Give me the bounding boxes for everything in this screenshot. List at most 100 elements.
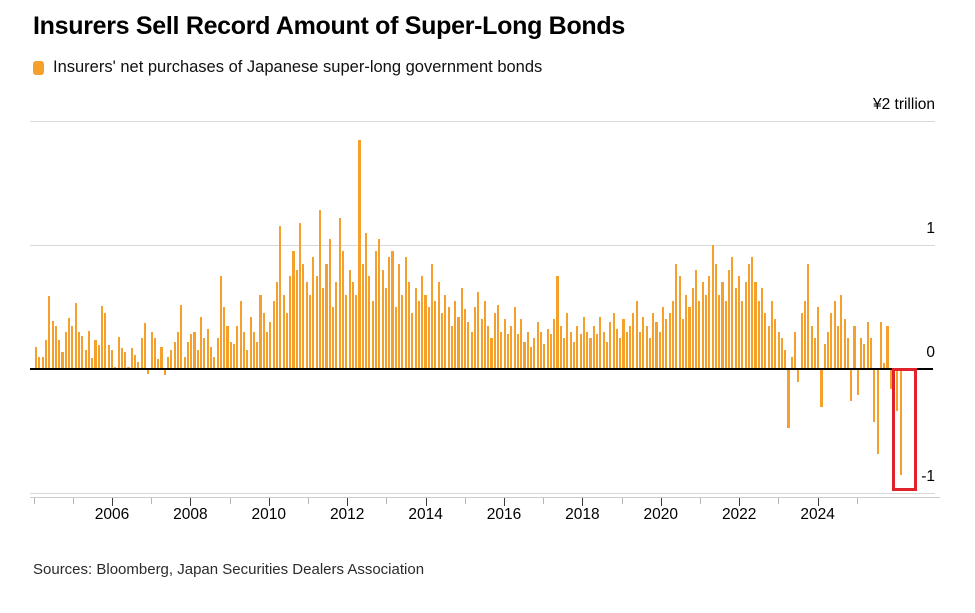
bar [638,331,642,369]
bar [256,341,259,369]
gridline-y1 [30,245,935,246]
gridline-y2 [30,121,935,122]
bar [407,282,411,369]
bar [678,276,681,369]
y-tick-label: -1 [921,468,935,485]
y-tick-label: 0 [926,344,935,361]
bar [41,356,44,369]
bar [365,232,368,369]
bar [869,338,873,369]
bar [170,350,173,369]
zero-line [30,368,933,370]
bar [761,288,764,369]
x-tick [700,498,701,504]
bar [252,331,255,369]
bar [272,300,275,369]
bar [117,336,120,369]
bar [38,356,41,369]
bar [592,325,595,369]
bar [51,320,54,369]
bar [625,331,628,369]
bar [236,325,239,369]
bar [431,263,434,369]
bar [572,341,576,369]
bar [110,350,114,369]
bar [124,351,127,369]
x-tick [504,498,505,506]
bar [295,269,298,369]
bar [312,257,315,369]
bar [800,313,803,369]
x-tick [347,498,349,506]
bar [180,304,183,369]
x-tick [33,498,35,504]
bar [398,263,401,369]
bar [308,294,312,369]
x-tick-label: 2016 [486,506,522,523]
bar [784,350,787,369]
x-tick [739,498,741,506]
bar [655,321,658,369]
bar [101,305,104,369]
x-tick [268,498,270,506]
bar [134,355,137,369]
x-tick [778,498,780,504]
bar [341,251,345,369]
bar [770,300,774,369]
bar [470,331,473,369]
bar [269,321,272,369]
bar [866,321,869,369]
bar [790,356,793,369]
bar [381,269,384,369]
x-tick-label: 2018 [565,506,600,523]
bar [889,370,892,389]
bar [559,325,562,369]
x-tick [621,498,623,504]
bar [853,325,856,369]
bar [358,139,361,369]
bar [289,276,292,369]
bar [338,217,341,369]
bar [437,282,440,369]
bar [332,307,335,369]
bar [200,316,203,369]
bar [371,300,374,369]
bar [127,366,130,369]
bar [622,319,625,369]
x-tick-label: 2012 [329,506,365,523]
bar [737,276,741,369]
bar [579,334,582,369]
record-highlight-box [891,368,917,491]
bar [64,331,67,369]
source-note: Sources: Bloomberg, Japan Securities Dea… [33,561,425,578]
bar [97,345,100,369]
bar [216,338,219,369]
bar [71,325,74,369]
gridline-y-1 [30,493,935,494]
bar [840,294,843,369]
bar [440,313,444,369]
bar [467,321,470,369]
bar [259,294,262,369]
x-axis-line [30,497,940,498]
bar [794,331,797,369]
bar [546,329,549,369]
bar [497,304,500,369]
bar [516,334,519,369]
x-tick [425,498,427,506]
bar [391,251,394,369]
bar [58,340,61,369]
bar [460,288,463,369]
bar [619,338,622,369]
bar [714,263,717,369]
bar [675,263,678,369]
bar [206,329,209,369]
x-tick [112,498,113,506]
bar [724,300,727,369]
bar [803,300,807,369]
bar [348,269,351,369]
bar [533,338,536,369]
bar [163,370,166,375]
bar [827,331,830,369]
